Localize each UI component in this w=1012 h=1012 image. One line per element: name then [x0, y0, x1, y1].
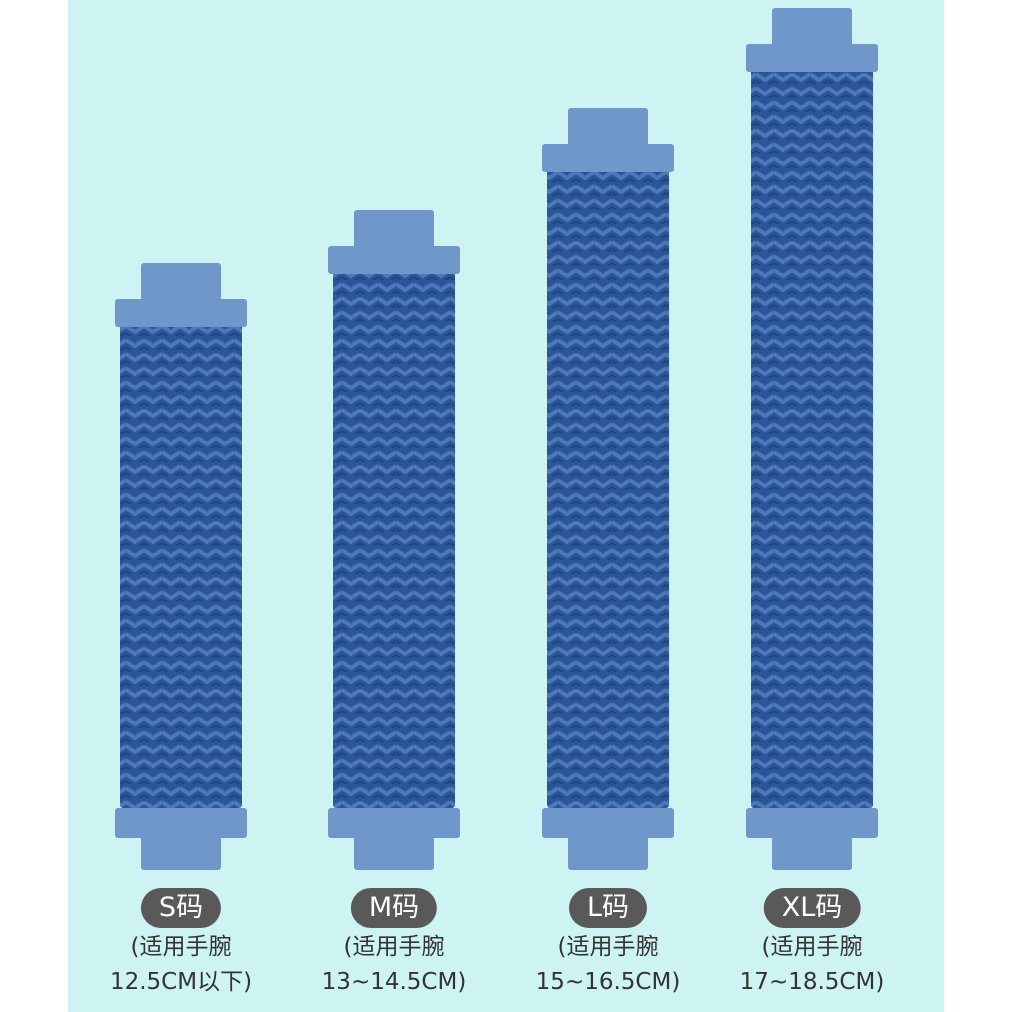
- top-tab: [568, 108, 648, 148]
- size-desc-line1: (适用手腕: [343, 934, 445, 960]
- strap: [751, 68, 873, 808]
- size-desc-line2: 12.5CM以下): [109, 969, 253, 995]
- size-desc-line1: (适用手腕: [130, 934, 232, 960]
- bottom-tab: [772, 836, 852, 870]
- bottom-plate: [115, 808, 247, 838]
- strap: [120, 323, 242, 808]
- size-label: XL码: [763, 888, 861, 928]
- top-tab: [354, 210, 434, 250]
- size-desc-line2: 13~14.5CM): [321, 969, 467, 995]
- bottom-plate: [542, 808, 674, 838]
- bottom-plate: [746, 808, 878, 838]
- top-plate: [746, 44, 878, 72]
- size-desc-line2: 15~16.5CM): [535, 969, 681, 995]
- size-label: S码: [140, 888, 222, 928]
- size-desc-line1: (适用手腕: [557, 934, 659, 960]
- top-plate: [542, 144, 674, 172]
- bottom-tab: [141, 836, 221, 870]
- size-desc-line1: (适用手腕: [761, 934, 863, 960]
- bottom-tab: [354, 836, 434, 870]
- top-tab: [141, 263, 221, 303]
- top-plate: [115, 299, 247, 327]
- strap: [547, 168, 669, 808]
- strap: [333, 270, 455, 808]
- top-plate: [328, 246, 460, 274]
- top-tab: [772, 8, 852, 48]
- size-desc-line2: 17~18.5CM): [739, 969, 885, 995]
- bottom-plate: [328, 808, 460, 838]
- size-label: M码: [350, 888, 438, 928]
- bottom-tab: [568, 836, 648, 870]
- size-label: L码: [568, 888, 648, 928]
